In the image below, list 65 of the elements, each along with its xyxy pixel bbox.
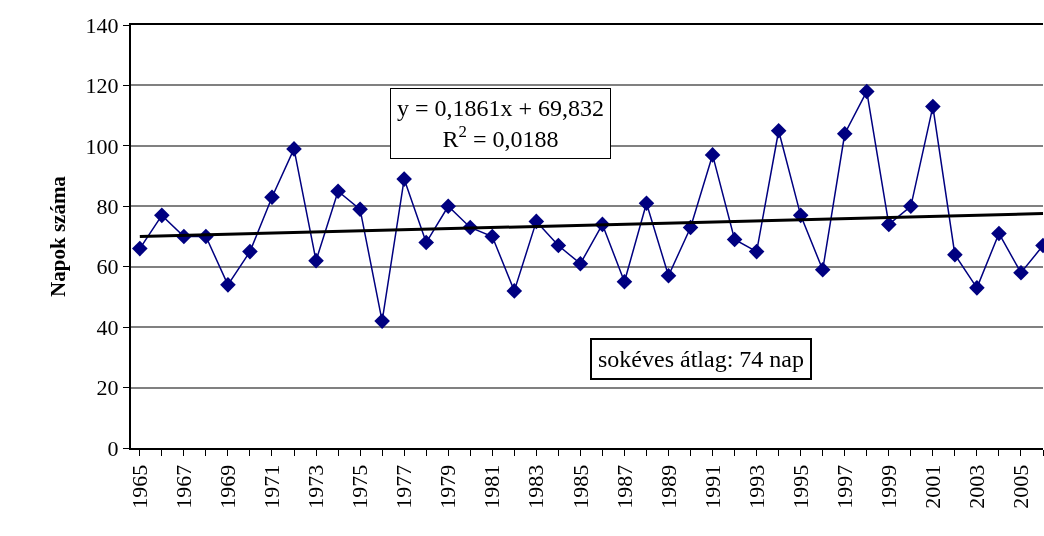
point xyxy=(925,98,941,115)
point xyxy=(352,201,368,218)
x-tick-label: 1969 xyxy=(215,464,241,509)
point xyxy=(991,225,1007,242)
y-tick-label: 80 xyxy=(96,193,119,219)
point xyxy=(572,255,589,272)
x-tick-label: 1999 xyxy=(875,464,901,509)
point xyxy=(969,280,985,296)
point xyxy=(1013,264,1029,281)
point xyxy=(154,207,170,224)
point xyxy=(947,246,963,263)
x-tick-label: 1981 xyxy=(479,464,505,509)
point xyxy=(440,198,457,215)
y-tick-label: 20 xyxy=(96,375,119,401)
annotation: sokéves átlag: 74 nap xyxy=(598,346,804,372)
point xyxy=(550,237,567,254)
point xyxy=(418,234,434,251)
x-tick-label: 1979 xyxy=(435,464,461,509)
y-tick-label: 100 xyxy=(85,133,119,159)
point xyxy=(220,277,236,293)
x-tick-label: 1967 xyxy=(171,464,197,509)
y-tick-label: 0 xyxy=(107,435,119,461)
point xyxy=(660,267,677,284)
point xyxy=(264,189,280,206)
x-tick-label: 1971 xyxy=(259,464,285,509)
point xyxy=(770,122,787,139)
point xyxy=(638,195,655,212)
point xyxy=(506,283,523,299)
point xyxy=(484,228,501,245)
point xyxy=(396,171,412,187)
x-tick-label: 1989 xyxy=(655,464,681,509)
point xyxy=(836,125,853,142)
x-tick-label: 1991 xyxy=(699,464,725,509)
x-tick-label: 1993 xyxy=(743,464,769,509)
y-tick-label: 60 xyxy=(96,254,119,280)
point xyxy=(616,274,633,290)
x-tick-label: 1997 xyxy=(831,464,857,509)
y-tick-label: 140 xyxy=(85,12,119,38)
point xyxy=(374,313,390,329)
x-tick-label: 1965 xyxy=(126,464,152,509)
point xyxy=(858,83,875,100)
x-tick-label: 1983 xyxy=(523,464,549,509)
y-tick-label: 40 xyxy=(96,314,119,340)
point xyxy=(330,183,346,199)
x-tick-label: 1985 xyxy=(567,464,593,509)
x-tick-label: 1977 xyxy=(391,464,417,509)
point xyxy=(748,243,765,260)
x-tick-label: 2001 xyxy=(920,464,946,509)
point xyxy=(132,240,148,257)
point xyxy=(903,198,919,215)
point xyxy=(286,141,302,157)
point xyxy=(814,261,831,278)
x-tick-label: 1975 xyxy=(347,464,373,509)
point xyxy=(242,243,258,260)
x-tick-label: 1973 xyxy=(303,464,329,509)
annotation: y = 0,1861x + 69,832 R$^{2}$ = 0,0188 xyxy=(397,95,605,153)
y-tick-label: 120 xyxy=(85,73,119,99)
point xyxy=(726,231,743,248)
x-tick-label: 2005 xyxy=(1008,464,1034,509)
x-tick-label: 1995 xyxy=(787,464,813,509)
y-axis-title: Napok száma xyxy=(46,175,71,297)
x-tick-label: 2003 xyxy=(964,464,990,509)
point xyxy=(308,252,324,269)
x-tick-label: 1987 xyxy=(611,464,637,509)
point xyxy=(704,147,721,163)
